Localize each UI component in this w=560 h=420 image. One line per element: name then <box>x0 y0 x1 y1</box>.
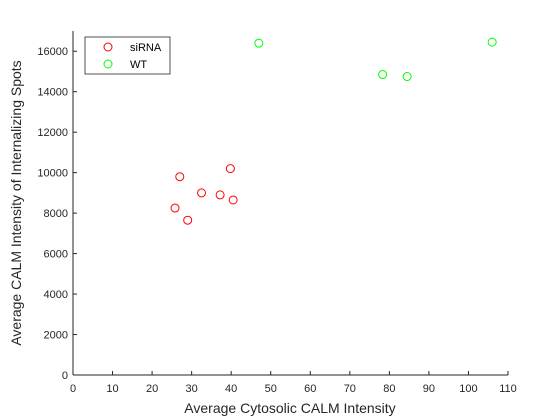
x-axis: 0 10 20 30 40 50 60 70 80 90 100 110 <box>70 371 517 395</box>
x-tick-label: 50 <box>265 383 277 395</box>
x-tick-label: 90 <box>423 383 435 395</box>
y-tick-label: 12000 <box>37 127 68 139</box>
x-axis-label: Average Cytosolic CALM Intensity <box>184 400 395 416</box>
y-tick-label: 14000 <box>37 87 68 99</box>
y-tick-label: 0 <box>62 370 68 382</box>
x-tick-label: 110 <box>499 383 517 395</box>
data-point-wt <box>487 37 497 47</box>
y-tick-label: 16000 <box>37 46 68 58</box>
data-point-sirna <box>170 203 180 213</box>
data-point-sirna <box>175 172 185 182</box>
data-points <box>170 37 497 225</box>
legend-marker-sirna <box>103 42 113 52</box>
x-tick-label: 10 <box>106 383 118 395</box>
data-point-wt <box>402 72 412 82</box>
x-tick-label: 20 <box>146 383 158 395</box>
x-tick-label: 70 <box>344 383 356 395</box>
legend-marker-wt <box>103 59 113 69</box>
x-tick-label: 30 <box>186 383 198 395</box>
x-tick-label: 0 <box>70 383 76 395</box>
data-point-sirna <box>197 188 207 198</box>
legend-label-sirna: siRNA <box>130 42 162 54</box>
y-tick-label: 2000 <box>44 330 68 342</box>
x-tick-label: 100 <box>459 383 477 395</box>
y-tick-label: 10000 <box>37 168 68 180</box>
data-point-sirna <box>225 164 235 174</box>
x-tick-label: 60 <box>304 383 316 395</box>
plot-area <box>73 31 508 375</box>
data-point-sirna <box>215 190 225 200</box>
legend-box <box>84 36 171 75</box>
data-point-sirna <box>228 195 238 205</box>
data-point-sirna <box>183 215 193 225</box>
y-axis: 0 2000 4000 6000 8000 10000 12000 14000 16000 <box>37 46 77 382</box>
data-point-wt <box>378 70 388 80</box>
y-tick-label: 6000 <box>44 249 68 261</box>
y-tick-label: 4000 <box>44 289 68 301</box>
legend: siRNA WT <box>84 36 171 75</box>
x-tick-label: 40 <box>225 383 237 395</box>
y-axis-label: Average CALM Intensity of Internalizing … <box>8 60 24 345</box>
legend-label-wt: WT <box>130 59 147 71</box>
x-tick-label: 80 <box>383 383 395 395</box>
y-tick-label: 8000 <box>44 208 68 220</box>
data-point-wt <box>254 38 264 48</box>
